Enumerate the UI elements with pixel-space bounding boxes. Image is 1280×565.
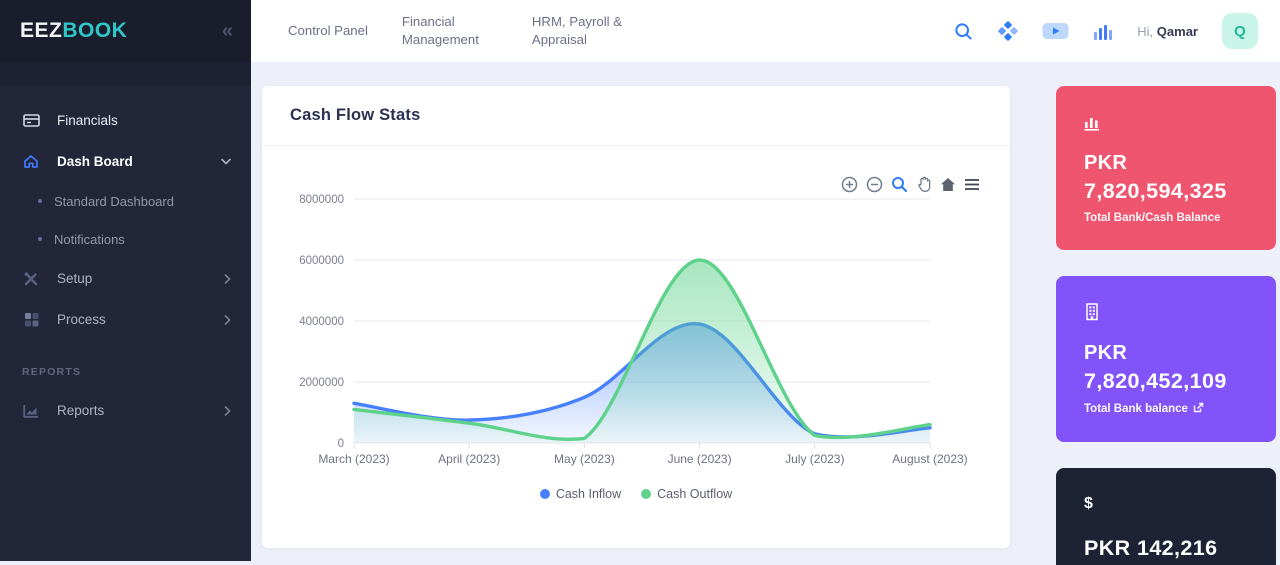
- top-header: Control Panel Financial Management HRM, …: [251, 0, 1280, 62]
- logo-row: EEZBOOK «: [0, 0, 251, 62]
- sidebar-item-label: Setup: [57, 271, 93, 286]
- chevron-right-icon: [224, 405, 231, 416]
- stat-card-bank-balance: PKR 7,820,452,109 Total Bank balance: [1056, 276, 1276, 442]
- svg-text:8000000: 8000000: [299, 194, 344, 206]
- home-icon: [22, 154, 40, 169]
- reset-home-icon[interactable]: [940, 176, 956, 193]
- svg-text:March (2023): March (2023): [318, 452, 389, 466]
- stat-amount: 7,820,452,109: [1084, 369, 1227, 393]
- card-icon: [22, 113, 40, 128]
- sidebar-item-notifications[interactable]: Notifications: [0, 220, 251, 258]
- apps-diamond-icon[interactable]: [998, 21, 1019, 41]
- nav-financial-management[interactable]: Financial Management: [401, 14, 479, 47]
- svg-text:May (2023): May (2023): [554, 452, 615, 466]
- stats-column: PKR 7,820,594,325 Total Bank/Cash Balanc…: [1056, 86, 1276, 565]
- sidebar-subitem-label: Notifications: [54, 231, 125, 247]
- search-icon[interactable]: [953, 21, 974, 42]
- logo-text-secondary: BOOK: [62, 19, 128, 42]
- sidebar-divider-band: [0, 62, 251, 86]
- cash-flow-stats-card: Cash Flow Stats: [262, 86, 1010, 548]
- chevron-down-icon: [221, 158, 231, 165]
- logo-text-primary: EEZ: [20, 19, 63, 42]
- user-name: Qamar: [1156, 23, 1198, 39]
- stat-card-third-balance: $ PKR 142,216: [1056, 468, 1276, 565]
- card-body: 0 2000000 4000000 6000000 8000000 March (2023…: [262, 146, 1010, 501]
- bar-chart-icon: [1084, 112, 1248, 132]
- stat-amount: 7,820,594,325: [1084, 179, 1227, 203]
- user-greeting: Hi, Qamar: [1137, 23, 1198, 39]
- sidebar-section-reports: REPORTS: [22, 366, 82, 378]
- card-header: Cash Flow Stats: [262, 86, 1010, 146]
- stat-label: Total Bank balance: [1084, 402, 1248, 416]
- main-area: Control Panel Financial Management HRM, …: [251, 0, 1280, 565]
- chevron-right-icon: [224, 273, 231, 284]
- stat-card-bank-cash-balance: PKR 7,820,594,325 Total Bank/Cash Balanc…: [1056, 86, 1276, 250]
- chevron-right-icon: [224, 314, 231, 325]
- sidebar-item-dashboard[interactable]: Dash Board: [0, 141, 251, 182]
- header-actions: Hi, Qamar Q: [953, 13, 1258, 49]
- sidebar-item-process[interactable]: Process: [0, 299, 251, 340]
- sidebar-item-standard-dashboard[interactable]: Standard Dashboard: [0, 182, 251, 220]
- svg-text:6000000: 6000000: [299, 255, 344, 267]
- sidebar-collapse-icon[interactable]: «: [221, 19, 233, 42]
- sidebar-item-setup[interactable]: Setup: [0, 258, 251, 299]
- legend-item-cash-outflow[interactable]: Cash Outflow: [641, 487, 732, 501]
- app-logo: EEZBOOK: [20, 19, 127, 43]
- currency-code: PKR: [1084, 342, 1128, 364]
- zoom-in-icon[interactable]: [841, 176, 858, 193]
- sidebar-item-reports[interactable]: Reports: [0, 390, 251, 431]
- legend-dot-icon: [539, 489, 550, 499]
- pan-hand-icon[interactable]: [916, 176, 932, 193]
- svg-text:2000000: 2000000: [299, 377, 344, 389]
- external-link-icon[interactable]: [1193, 402, 1204, 416]
- legend-dot-icon: [641, 489, 652, 499]
- content-area: Cash Flow Stats: [251, 62, 1280, 565]
- sidebar-item-label: Financials: [57, 113, 118, 128]
- nav-control-panel[interactable]: Control Panel: [288, 23, 368, 39]
- currency-code: PKR: [1084, 152, 1128, 174]
- chart-legend: Cash Inflow Cash Outflow: [286, 487, 986, 501]
- card-title: Cash Flow Stats: [290, 106, 421, 124]
- sidebar-item-label: Reports: [57, 403, 105, 418]
- stat-label-text: Total Bank balance: [1084, 403, 1188, 415]
- zoom-out-icon[interactable]: [866, 176, 883, 193]
- svg-text:June (2023): June (2023): [668, 452, 732, 466]
- stat-amount: PKR 142,216: [1084, 536, 1218, 560]
- building-icon: [1084, 302, 1248, 322]
- legend-label: Cash Inflow: [555, 487, 622, 501]
- dollar-icon: $: [1084, 495, 1093, 512]
- zoom-selection-icon[interactable]: [891, 176, 908, 193]
- sidebar-nav: Financials Dash Board Standard Dashboard…: [0, 86, 251, 431]
- report-chart-icon: [22, 404, 40, 418]
- avatar[interactable]: Q: [1222, 13, 1258, 49]
- tools-icon: [22, 271, 40, 287]
- legend-item-cash-inflow[interactable]: Cash Inflow: [539, 487, 622, 501]
- video-tutorial-icon[interactable]: [1042, 21, 1069, 41]
- svg-text:April (2023): April (2023): [438, 452, 500, 466]
- nav-hrm-payroll-appraisal[interactable]: HRM, Payroll & Appraisal: [531, 14, 623, 47]
- sidebar: EEZBOOK « Financials Dash Board: [0, 0, 251, 561]
- svg-text:0: 0: [338, 438, 344, 450]
- grid-squares-icon: [22, 312, 40, 327]
- sidebar-item-financials[interactable]: Financials: [0, 100, 251, 141]
- svg-text:July (2023): July (2023): [785, 452, 844, 466]
- bullet-icon: [38, 199, 42, 203]
- sidebar-subitem-label: Standard Dashboard: [54, 193, 174, 209]
- cash-flow-chart[interactable]: 0 2000000 4000000 6000000 8000000 March (2023…: [286, 174, 986, 478]
- stats-bars-icon[interactable]: [1093, 22, 1113, 41]
- sidebar-item-label: Process: [57, 312, 106, 327]
- svg-text:4000000: 4000000: [299, 316, 344, 328]
- stat-label: Total Bank/Cash Balance: [1084, 212, 1221, 224]
- bullet-icon: [38, 237, 42, 241]
- svg-text:August (2023): August (2023): [892, 452, 967, 466]
- menu-icon[interactable]: [964, 176, 980, 193]
- chart-toolbar: [841, 176, 980, 193]
- legend-label: Cash Outflow: [657, 487, 733, 501]
- sidebar-item-label: Dash Board: [57, 154, 133, 169]
- top-nav: Control Panel Financial Management HRM, …: [288, 13, 628, 49]
